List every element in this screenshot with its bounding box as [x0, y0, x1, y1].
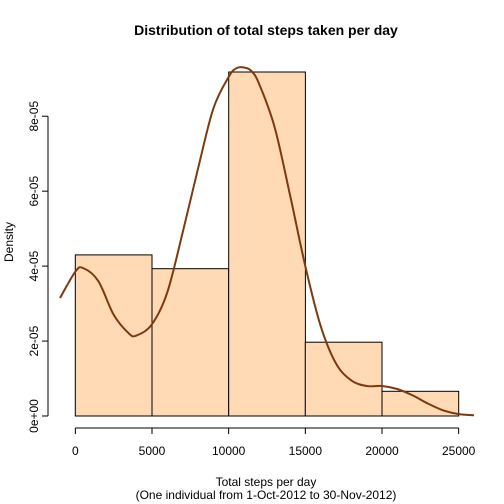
y-tick-label: 6e-05: [27, 176, 41, 207]
y-tick-label: 4e-05: [27, 250, 41, 281]
histogram-bar: [151, 268, 230, 417]
x-tick-label: 5000: [139, 444, 166, 458]
x-axis: 0 5000 10000 15000 20000 25000: [72, 427, 476, 458]
y-axis: 0e+00 2e-05 4e-05 6e-05 8e-05: [27, 101, 49, 433]
y-tick-label: 8e-05: [27, 101, 41, 132]
histogram-bar: [304, 341, 383, 417]
histogram-bars: [74, 71, 460, 417]
density-curve: [59, 66, 475, 417]
y-tick-label: 0e+00: [27, 399, 41, 433]
x-axis-label: Total steps per day: [216, 475, 317, 489]
x-tick-label: 0: [72, 444, 79, 458]
chart-title: Distribution of total steps taken per da…: [134, 22, 398, 38]
y-axis-label: Density: [2, 222, 16, 262]
x-tick-label: 25000: [442, 444, 476, 458]
x-tick-label: 15000: [289, 444, 323, 458]
histogram-bar: [74, 254, 153, 417]
histogram-bar: [381, 390, 460, 417]
x-tick-label: 10000: [212, 444, 246, 458]
x-axis-sublabel: (One individual from 1-Oct-2012 to 30-No…: [136, 488, 397, 502]
histogram-bar: [228, 71, 306, 417]
x-tick-label: 20000: [365, 444, 399, 458]
y-tick-label: 2e-05: [27, 325, 41, 356]
